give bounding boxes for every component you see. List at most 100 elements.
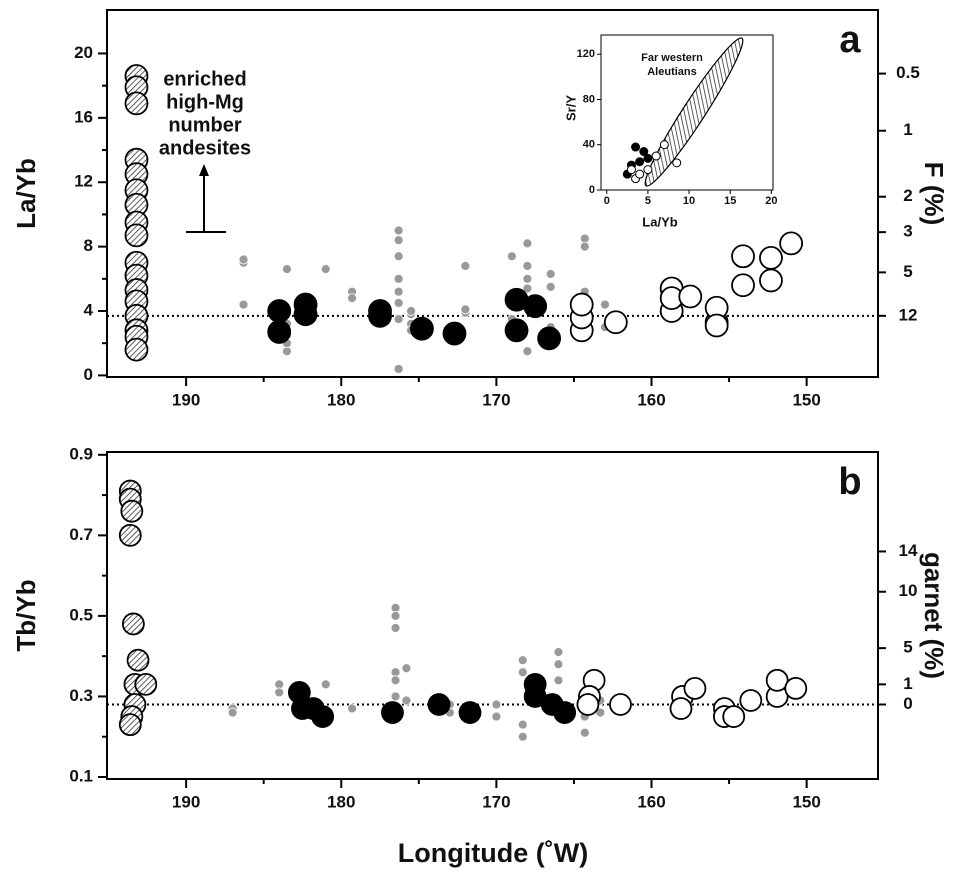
data-point [491, 711, 502, 722]
data-point [651, 151, 661, 161]
data-point [347, 293, 358, 304]
data-point [522, 283, 533, 294]
data-point [393, 298, 404, 308]
data-point [779, 231, 804, 256]
y-tick-label: 0 [84, 365, 93, 384]
y2-tick-label: 0.5 [896, 63, 920, 82]
y2-tick-label: 5 [903, 262, 912, 281]
data-point [759, 245, 783, 270]
data-point [120, 499, 144, 523]
data-point [759, 268, 783, 293]
x-tick-label: 180 [327, 792, 355, 811]
data-point [390, 611, 401, 621]
data-point [393, 364, 404, 374]
inset-title: Aleutians [647, 66, 697, 78]
data-point [491, 699, 502, 710]
y-tick-label: 8 [84, 236, 93, 255]
data-point [390, 602, 401, 613]
y-tick-label: 0.3 [69, 686, 93, 705]
y2-tick-label: 1 [903, 120, 912, 139]
annotation: enriched [163, 68, 246, 90]
data-point [238, 299, 249, 310]
data-point [227, 707, 238, 718]
y-axis-label: Sr/Y [563, 95, 578, 121]
x-tick-label: 20 [765, 195, 777, 207]
data-point [393, 314, 404, 324]
x-tick-label: 10 [683, 195, 695, 207]
data-point [545, 269, 556, 279]
y-tick-label: 120 [577, 48, 595, 60]
data-point [274, 679, 285, 690]
annotation: high-Mg [166, 91, 244, 113]
data-point [121, 612, 145, 636]
y2-tick-label: 0 [903, 694, 912, 713]
data-point [282, 264, 292, 275]
data-point [545, 281, 556, 292]
data-point [765, 668, 789, 692]
x-axis-label: La/Yb [642, 214, 677, 229]
data-point [124, 337, 149, 362]
data-point [669, 697, 693, 720]
data-point [553, 675, 564, 686]
plot-frame [106, 9, 879, 378]
data-point [118, 713, 142, 737]
x-tick-label: 170 [482, 390, 510, 409]
y-tick-label: 12 [74, 172, 93, 191]
y2-tick-label: 10 [899, 581, 918, 600]
data-point [124, 223, 149, 248]
data-point [126, 648, 150, 672]
data-point [635, 157, 645, 167]
x-tick-label: 0 [604, 195, 610, 207]
data-point [517, 731, 528, 742]
data-point [406, 306, 416, 316]
arrowhead [199, 164, 209, 176]
y-tick-label: 0.1 [69, 766, 93, 785]
x-tick-label: 150 [792, 792, 820, 811]
data-point [522, 261, 533, 271]
data-point [704, 313, 729, 338]
data-point [293, 302, 318, 327]
x-tick-label: 180 [327, 390, 355, 409]
data-point [460, 261, 471, 271]
data-point [311, 705, 335, 728]
data-point [504, 318, 529, 343]
data-point [390, 675, 401, 686]
data-point [390, 667, 401, 678]
data-point [678, 284, 703, 309]
y-tick-label: 40 [583, 139, 595, 151]
data-point [522, 273, 533, 284]
y2-axis-label: garnet (%) [919, 552, 949, 679]
data-point [553, 659, 564, 670]
data-point [390, 691, 401, 702]
data-point [401, 695, 412, 706]
x-tick-label: 160 [637, 792, 665, 811]
panel-label: b [838, 461, 861, 503]
data-point [427, 693, 451, 716]
y2-tick-label: 12 [899, 305, 918, 324]
data-point [118, 523, 142, 547]
data-point [523, 294, 548, 319]
data-point [603, 310, 628, 335]
data-point [393, 286, 404, 297]
y-tick-label: 80 [583, 93, 595, 105]
plot-frame [106, 451, 879, 780]
data-point [124, 91, 149, 116]
data-point [522, 238, 533, 249]
panel-label: a [839, 19, 861, 61]
y2-tick-label: 3 [903, 222, 912, 241]
x-tick-label: 5 [645, 195, 651, 207]
data-point [659, 140, 669, 150]
data-point [631, 142, 641, 152]
data-point [576, 693, 600, 716]
data-point [579, 727, 590, 738]
data-point [635, 169, 645, 179]
data-point [410, 316, 434, 341]
y2-tick-label: 2 [903, 186, 912, 205]
data-point [274, 687, 285, 698]
data-point [267, 320, 292, 344]
data-point [517, 719, 528, 730]
data-point [393, 225, 404, 236]
y2-tick-label: 14 [899, 541, 918, 560]
